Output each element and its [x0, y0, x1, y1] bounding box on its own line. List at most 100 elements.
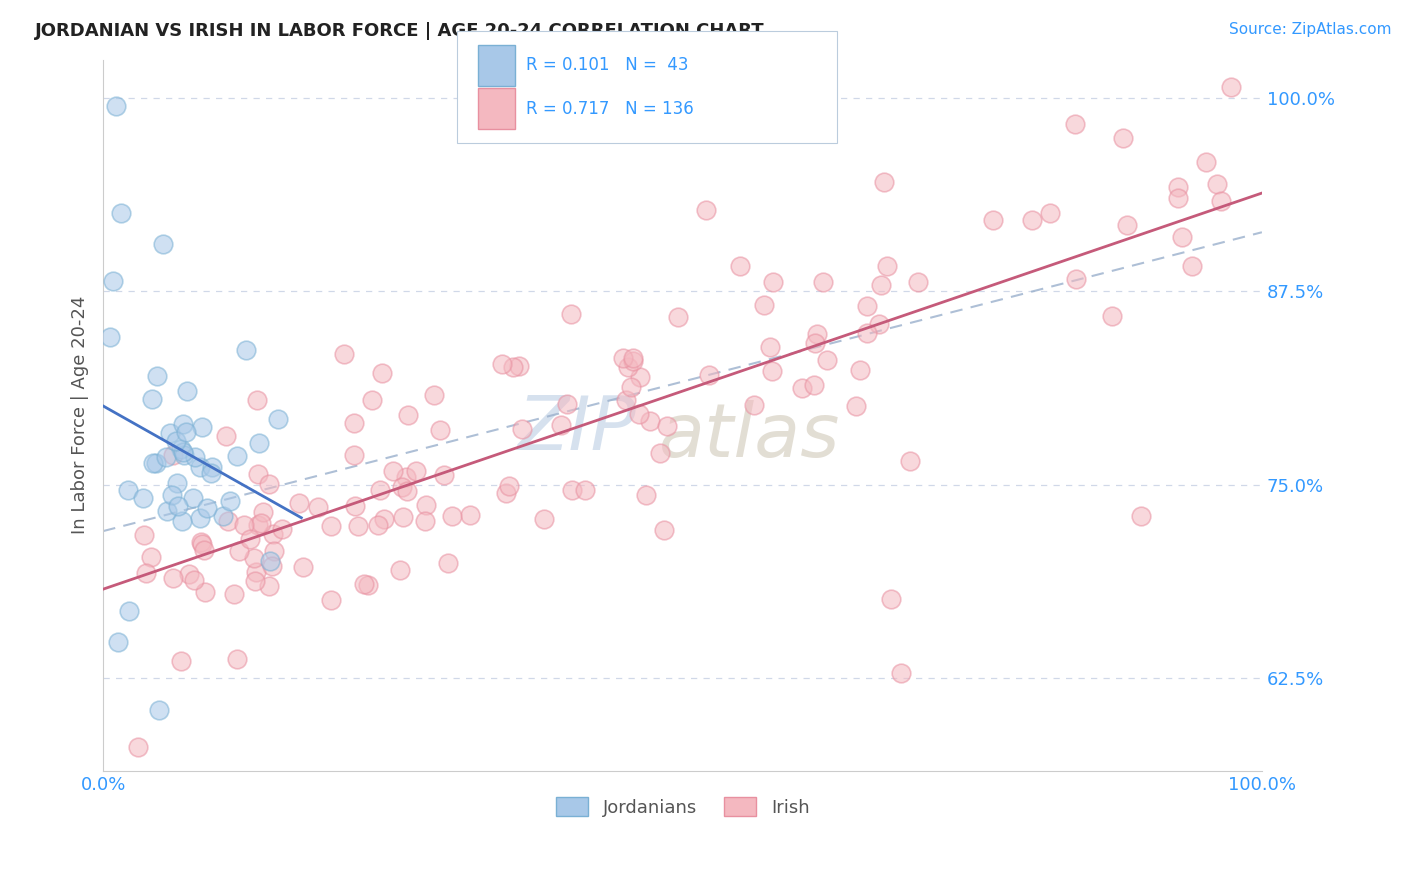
Point [288, 496, 311, 510]
Point [252, 505, 274, 519]
Point [395, 470, 418, 484]
Point [880, 592, 903, 607]
Point [813, 276, 835, 290]
Point [247, 436, 270, 450]
Point [742, 398, 765, 412]
Point [495, 485, 517, 500]
Point [139, 550, 162, 565]
Point [413, 515, 436, 529]
Point [145, 369, 167, 384]
Point [1171, 230, 1194, 244]
Point [155, 450, 177, 464]
Point [239, 532, 262, 546]
Point [127, 740, 149, 755]
Point [1220, 79, 1243, 94]
Point [191, 537, 214, 551]
Point [246, 392, 269, 407]
Point [1101, 310, 1123, 324]
Point [557, 397, 579, 411]
Point [103, 274, 125, 288]
Point [104, 98, 127, 112]
Point [1209, 194, 1232, 209]
Point [233, 518, 256, 533]
Text: JORDANIAN VS IRISH IN LABOR FORCE | AGE 20-24 CORRELATION CHART: JORDANIAN VS IRISH IN LABOR FORCE | AGE … [35, 22, 765, 40]
Point [650, 446, 672, 460]
Point [259, 554, 281, 568]
Point [110, 206, 132, 220]
Point [343, 448, 366, 462]
Point [172, 417, 194, 432]
Point [1167, 179, 1189, 194]
Point [177, 567, 200, 582]
Point [371, 366, 394, 380]
Point [291, 559, 314, 574]
Point [367, 518, 389, 533]
Point [574, 483, 596, 498]
Point [307, 500, 329, 515]
Point [245, 574, 267, 589]
Point [1116, 218, 1139, 232]
Point [423, 388, 446, 402]
Point [697, 368, 720, 382]
Point [270, 522, 292, 536]
Point [620, 380, 643, 394]
Point [243, 551, 266, 566]
Point [373, 511, 395, 525]
Point [200, 466, 222, 480]
Text: atlas: atlas [659, 401, 841, 473]
Point [152, 236, 174, 251]
Y-axis label: In Labor Force | Age 20-24: In Labor Force | Age 20-24 [72, 296, 89, 534]
Point [1195, 155, 1218, 169]
Point [257, 476, 280, 491]
Point [166, 434, 188, 449]
Point [636, 488, 658, 502]
Point [176, 384, 198, 398]
Point [638, 414, 661, 428]
Point [1064, 272, 1087, 286]
Point [181, 491, 204, 505]
Point [246, 467, 269, 481]
Point [142, 456, 165, 470]
Point [657, 418, 679, 433]
Point [533, 512, 555, 526]
Point [228, 544, 250, 558]
Point [614, 392, 637, 407]
Point [890, 666, 912, 681]
Point [263, 544, 285, 558]
Point [267, 412, 290, 426]
Point [460, 508, 482, 522]
Point [510, 422, 533, 436]
Point [762, 275, 785, 289]
Point [343, 499, 366, 513]
Point [195, 500, 218, 515]
Point [803, 377, 825, 392]
Point [173, 448, 195, 462]
Point [368, 483, 391, 497]
Point [190, 419, 212, 434]
Point [395, 484, 418, 499]
Point [183, 574, 205, 588]
Point [357, 578, 380, 592]
Point [441, 508, 464, 523]
Point [1021, 213, 1043, 227]
Point [870, 278, 893, 293]
Point [502, 360, 524, 375]
Point [560, 307, 582, 321]
Point [437, 556, 460, 570]
Point [550, 418, 572, 433]
Point [652, 524, 675, 538]
Point [804, 336, 827, 351]
Point [211, 509, 233, 524]
Text: R = 0.101   N =  43: R = 0.101 N = 43 [526, 56, 689, 74]
Point [132, 491, 155, 506]
Point [561, 483, 583, 498]
Point [868, 318, 890, 332]
Point [141, 392, 163, 406]
Point [222, 587, 245, 601]
Point [1130, 508, 1153, 523]
Point [845, 399, 868, 413]
Point [612, 351, 634, 365]
Text: Source: ZipAtlas.com: Source: ZipAtlas.com [1229, 22, 1392, 37]
Text: ZIP: ZIP [517, 393, 636, 466]
Point [167, 499, 190, 513]
